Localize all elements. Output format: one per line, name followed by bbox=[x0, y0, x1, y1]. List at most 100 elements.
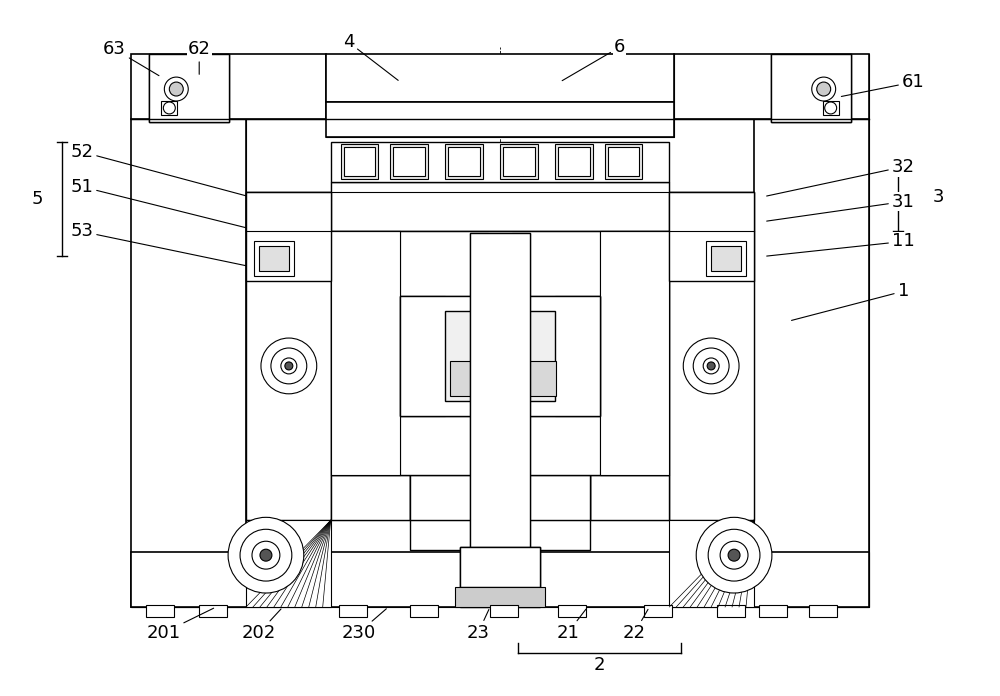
Bar bbox=[339, 605, 367, 617]
Bar bbox=[771, 54, 851, 122]
Text: 62: 62 bbox=[188, 40, 211, 74]
Text: 63: 63 bbox=[103, 40, 159, 76]
Bar bbox=[460, 547, 540, 587]
Bar bbox=[131, 119, 246, 607]
Text: 4: 4 bbox=[343, 33, 398, 80]
Bar bbox=[246, 191, 331, 521]
Text: 5: 5 bbox=[31, 189, 43, 207]
Bar bbox=[717, 605, 745, 617]
Bar bbox=[674, 54, 869, 119]
Bar bbox=[608, 147, 639, 175]
Circle shape bbox=[812, 77, 836, 101]
Bar bbox=[759, 605, 787, 617]
Bar bbox=[331, 232, 400, 475]
Circle shape bbox=[817, 82, 831, 96]
Bar bbox=[331, 182, 669, 232]
Text: 61: 61 bbox=[841, 73, 925, 97]
Circle shape bbox=[693, 348, 729, 384]
Bar bbox=[445, 311, 555, 401]
Bar bbox=[331, 475, 410, 521]
Bar bbox=[326, 102, 674, 137]
Text: 6: 6 bbox=[562, 38, 625, 81]
Bar bbox=[410, 475, 590, 521]
Bar bbox=[524, 361, 556, 396]
Circle shape bbox=[720, 541, 748, 569]
Circle shape bbox=[228, 517, 304, 593]
Bar bbox=[246, 191, 331, 281]
Bar bbox=[470, 233, 530, 552]
Bar bbox=[600, 232, 669, 475]
Bar bbox=[823, 101, 839, 115]
Bar bbox=[149, 54, 229, 122]
Bar bbox=[558, 605, 586, 617]
Circle shape bbox=[169, 82, 183, 96]
Polygon shape bbox=[246, 521, 331, 607]
Bar bbox=[393, 147, 425, 175]
Bar bbox=[131, 552, 869, 607]
Bar bbox=[149, 54, 229, 122]
Bar bbox=[706, 242, 746, 276]
Circle shape bbox=[285, 362, 293, 370]
Circle shape bbox=[271, 348, 307, 384]
Bar bbox=[259, 246, 289, 271]
Bar bbox=[455, 587, 545, 607]
Bar bbox=[331, 232, 400, 475]
Text: 3: 3 bbox=[932, 188, 944, 205]
Bar bbox=[590, 475, 669, 521]
Bar bbox=[669, 191, 754, 281]
Text: 230: 230 bbox=[341, 609, 386, 642]
Bar bbox=[390, 144, 428, 179]
Circle shape bbox=[163, 102, 175, 114]
Bar bbox=[331, 475, 410, 521]
Circle shape bbox=[728, 549, 740, 561]
Text: 52: 52 bbox=[70, 143, 246, 196]
Bar bbox=[771, 54, 851, 122]
Bar bbox=[490, 605, 518, 617]
Text: 2: 2 bbox=[594, 656, 605, 674]
Bar bbox=[254, 242, 294, 276]
Bar bbox=[326, 54, 674, 102]
Bar bbox=[326, 102, 674, 137]
Bar bbox=[331, 142, 669, 182]
Bar bbox=[644, 605, 672, 617]
Bar bbox=[711, 246, 741, 271]
Circle shape bbox=[825, 102, 837, 114]
Bar bbox=[669, 191, 754, 521]
Bar bbox=[460, 547, 540, 607]
Bar bbox=[331, 182, 669, 232]
Bar bbox=[470, 233, 530, 552]
Bar bbox=[487, 361, 519, 396]
Bar bbox=[131, 54, 326, 119]
Text: 32: 32 bbox=[767, 158, 915, 196]
Bar bbox=[500, 144, 538, 179]
Text: 1: 1 bbox=[792, 282, 909, 320]
Bar bbox=[400, 296, 600, 416]
Bar bbox=[470, 233, 488, 552]
Bar bbox=[131, 54, 326, 119]
Text: 22: 22 bbox=[623, 610, 648, 642]
Text: 51: 51 bbox=[70, 177, 246, 228]
Bar bbox=[771, 54, 851, 122]
Bar bbox=[555, 144, 593, 179]
Text: 201: 201 bbox=[146, 608, 214, 642]
Bar bbox=[161, 101, 177, 115]
Text: 23: 23 bbox=[467, 610, 490, 642]
Bar bbox=[600, 232, 669, 475]
Circle shape bbox=[252, 541, 280, 569]
Bar bbox=[558, 147, 590, 175]
Circle shape bbox=[240, 529, 292, 581]
Bar bbox=[605, 144, 642, 179]
Bar bbox=[344, 147, 375, 175]
Text: 31: 31 bbox=[767, 193, 915, 221]
Circle shape bbox=[260, 549, 272, 561]
Circle shape bbox=[707, 362, 715, 370]
Bar bbox=[199, 605, 227, 617]
Bar bbox=[445, 144, 483, 179]
Bar bbox=[809, 605, 837, 617]
Bar bbox=[410, 605, 438, 617]
Circle shape bbox=[703, 358, 719, 374]
Bar bbox=[503, 147, 535, 175]
Bar bbox=[131, 119, 246, 607]
Bar bbox=[754, 119, 869, 607]
Bar bbox=[450, 361, 482, 396]
